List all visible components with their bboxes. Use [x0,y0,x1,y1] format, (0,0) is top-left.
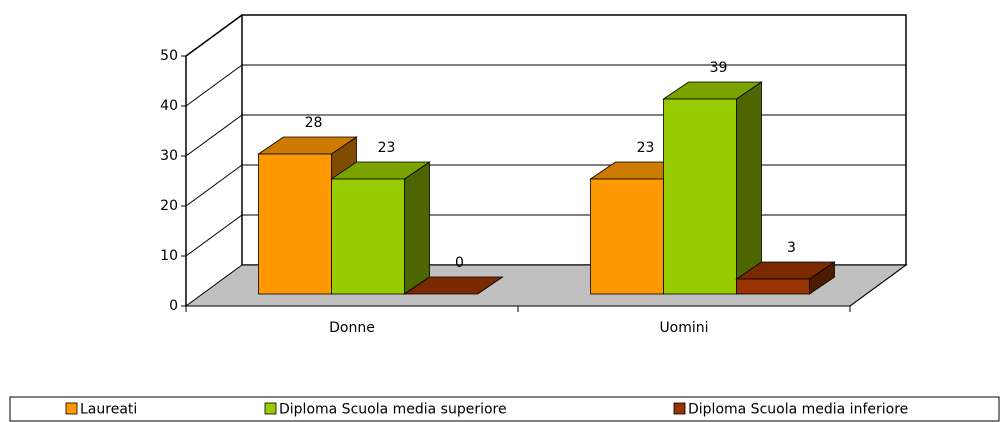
legend-box [9,396,1000,422]
y-tick-label: 30 [160,148,178,164]
bar [403,276,504,295]
value-label: 28 [305,115,323,131]
legend-swatch [673,402,686,415]
y-tick-label: 10 [160,248,178,264]
legend-swatch [264,402,277,415]
bar [330,161,431,295]
grid-line [185,114,243,157]
legend-label: Diploma Scuola media superiore [279,402,507,418]
grid-line [185,164,243,207]
bar [662,81,763,295]
y-tick-label: 20 [160,198,178,214]
y-tick-label: 40 [160,98,178,114]
y-tick-label: 0 [169,298,178,314]
legend-swatch [65,402,78,415]
y-tick-label: 50 [160,48,178,64]
value-label: 23 [378,140,396,156]
bar-front [258,153,332,295]
bar-top [403,276,504,295]
bar-front [736,278,810,295]
bar-front [331,178,405,295]
floor-edge [849,264,907,307]
bar-front [663,98,737,295]
bar-front [590,178,664,295]
grid-line [185,214,243,257]
value-label: 23 [637,140,655,156]
value-label: 39 [710,60,728,76]
legend-label: Diploma Scuola media inferiore [688,402,908,418]
value-label: 0 [455,255,464,271]
bar-side [736,81,762,295]
x-tick-label: Donne [329,320,375,336]
bar [735,261,836,295]
legend-label: Laureati [80,402,137,418]
grid-line [185,14,243,57]
bar-side [404,161,430,295]
grid-line [185,64,243,107]
value-label: 3 [787,240,796,256]
x-tick-label: Uomini [659,320,708,336]
